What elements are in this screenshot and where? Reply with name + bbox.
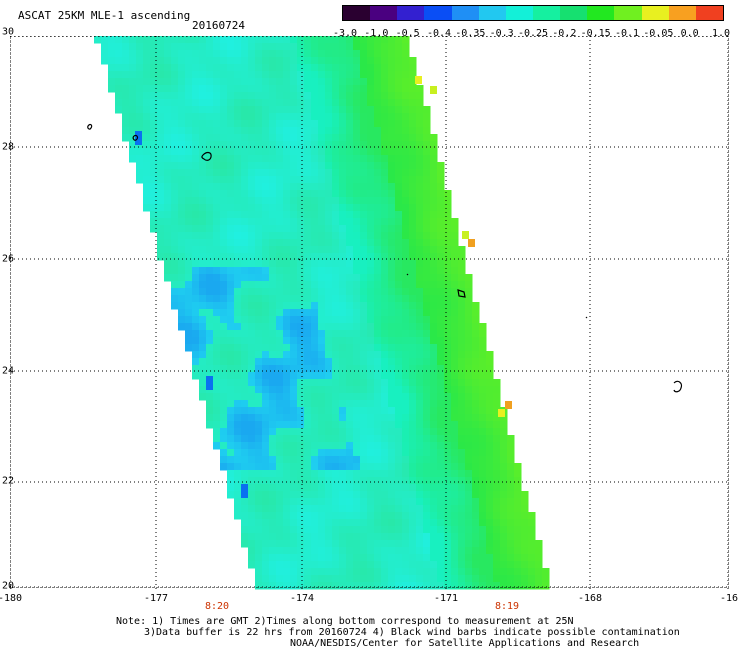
colorbar	[342, 5, 724, 21]
islands	[87, 123, 683, 393]
colorbar-segment	[560, 6, 588, 20]
colorbar-label: -0.1	[614, 28, 640, 39]
y-tick-30: 30	[2, 26, 15, 38]
colorbar-segment	[343, 6, 371, 20]
colorbar-label: -0.05	[643, 28, 674, 39]
map-date: 20160724	[192, 19, 245, 32]
x-tick-168: -168	[577, 593, 603, 604]
colorbar-segment	[668, 6, 697, 20]
note-line-1: Note: 1) Times are GMT 2)Times along bot…	[116, 616, 574, 627]
colorbar-label: -0.15	[580, 28, 611, 39]
ascat-swath	[94, 36, 550, 590]
colorbar-segment	[397, 6, 425, 20]
colorbar-label: -0.25	[517, 28, 549, 39]
y-tick-24: 24	[2, 365, 15, 377]
x-tick-165: -16	[719, 593, 739, 604]
colorbar-label: -1.0	[364, 28, 389, 39]
colorbar-segment	[641, 6, 670, 20]
colorbar-label: -0.35	[455, 28, 486, 39]
x-tick-171: -171	[433, 593, 459, 604]
note-line-3: NOAA/NESDIS/Center for Satellite Applica…	[290, 638, 640, 649]
colorbar-label: -0.4	[426, 28, 452, 39]
colorbar-segment	[614, 6, 643, 20]
lat-lon-grid	[10, 36, 730, 589]
note-line-2: 3)Data buffer is 22 hrs from 20160724 4)…	[144, 627, 680, 638]
x-tick-174: -174	[289, 593, 315, 604]
colorbar-label: -0.2	[552, 28, 577, 39]
y-tick-28: 28	[2, 141, 15, 153]
x-tick-180: -180	[0, 593, 23, 604]
colorbar-segment	[533, 6, 561, 20]
colorbar-segment	[478, 6, 507, 20]
y-tick-26: 26	[2, 253, 15, 265]
colorbar-label: 0.0	[680, 28, 699, 39]
map-plot	[10, 36, 730, 590]
colorbar-label: 1.0	[711, 28, 731, 39]
y-tick-20: 20	[2, 580, 15, 592]
x-tick-177: -177	[143, 593, 169, 604]
time-label-2: 8:19	[494, 601, 520, 612]
colorbar-segment	[370, 6, 398, 20]
colorbar-segment	[695, 6, 724, 20]
colorbar-segment	[451, 6, 480, 20]
colorbar-segment	[505, 6, 534, 20]
y-tick-22: 22	[2, 475, 15, 487]
colorbar-label: -0.5	[395, 28, 420, 39]
colorbar-label: -0.3	[489, 28, 514, 39]
colorbar-segment	[587, 6, 615, 20]
time-label-1: 8:20	[204, 601, 230, 612]
colorbar-segment	[424, 6, 453, 20]
map-title: ASCAT 25KM MLE-1 ascending	[18, 9, 191, 22]
colorbar-label: -3.0	[332, 28, 358, 39]
